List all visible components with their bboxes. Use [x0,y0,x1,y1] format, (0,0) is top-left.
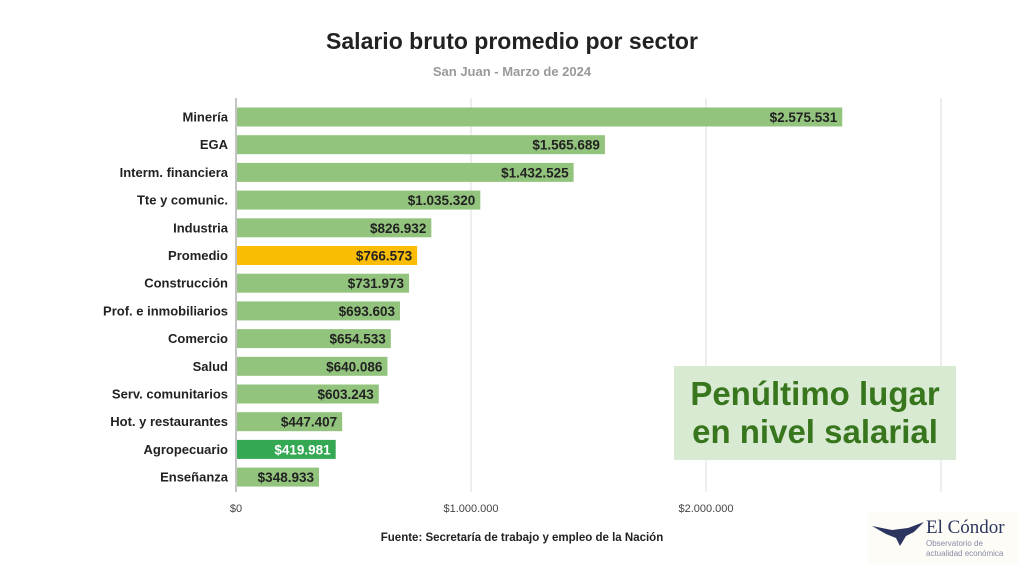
category-label: Comercio [168,331,228,346]
category-label: Interm. financiera [120,165,229,180]
data-label: $1.432.525 [501,165,569,180]
callout-line-1: Penúltimo lugar [690,375,940,412]
data-label: $826.932 [370,221,426,236]
x-tick-label: $1.000.000 [443,503,498,515]
x-tick-label: $0 [230,503,242,515]
data-label: $447.407 [281,415,337,430]
category-label: Construcción [144,276,228,291]
callout-box: Penúltimo lugar en nivel salarial [674,366,956,460]
bar [237,329,391,349]
data-label: $2.575.531 [770,110,838,125]
bar [237,467,319,487]
category-label: Prof. e inmobiliarios [103,303,228,318]
logo: El Cóndor Observatorio de actualidad eco… [868,512,1018,564]
bar [237,356,388,376]
data-label: $731.973 [348,276,405,291]
category-label: Industria [173,220,229,235]
category-label: Salud [193,359,228,374]
data-label: $1.565.689 [532,138,600,153]
bar [237,273,410,293]
data-label: $348.933 [258,470,315,485]
chart-subtitle: San Juan - Marzo de 2024 [432,64,592,79]
bar [237,246,418,265]
x-tick-label: $2.000.000 [678,503,733,515]
bar [237,384,379,404]
bar [237,107,843,127]
bar [237,301,400,321]
logo-name: El Cóndor [926,517,1005,538]
category-label: Tte y comunic. [137,193,228,208]
source-note: Fuente: Secretaría de trabajo y empleo d… [380,532,664,544]
data-label: $419.981 [274,442,331,457]
chart-title: Salario bruto promedio por sector [326,28,698,54]
category-label: Promedio [168,248,228,263]
bar [237,190,481,210]
bar [237,412,343,432]
bar [237,439,336,459]
bar [237,218,432,238]
callout-line-2: en nivel salarial [692,413,938,450]
category-label: Serv. comunitarios [112,387,228,402]
data-label: $654.533 [330,332,387,347]
bar [237,135,605,155]
logo-tagline: Observatorio de actualidad económica [926,539,1004,558]
data-label: $766.573 [356,249,413,264]
data-label: $603.243 [317,387,374,402]
condor-icon [872,522,924,546]
category-label: EGA [200,137,229,152]
data-label: $640.086 [326,359,383,374]
category-label: Enseñanza [160,470,229,485]
bar [237,162,574,182]
category-label: Hot. y restaurantes [110,414,228,429]
category-label: Minería [182,110,228,125]
data-label: $1.035.320 [408,193,476,208]
category-label: Agropecuario [143,442,228,457]
data-label: $693.603 [339,304,396,319]
